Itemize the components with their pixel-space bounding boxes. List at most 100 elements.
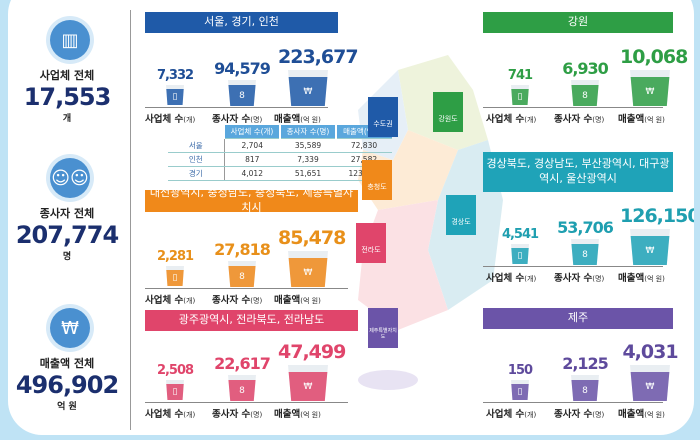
business-count-stat: 741 ▯ bbox=[490, 68, 550, 105]
metric-label: 매출액 bbox=[618, 273, 645, 284]
stat-value: 10,068 bbox=[620, 46, 688, 68]
revenue-stat: 47,499 ₩ bbox=[278, 341, 346, 401]
metric-label: 매출액 bbox=[618, 114, 645, 125]
region-header: 대전광역시, 충청남도, 충청북도, 세종특별자치시 bbox=[145, 186, 358, 214]
metric-label: 매출액 bbox=[274, 295, 301, 306]
map-drop-2: 전라도 bbox=[356, 223, 386, 263]
metric-label: 매출액 bbox=[274, 114, 301, 125]
map-region-label: 전라도 bbox=[361, 246, 381, 255]
cup-graphic: ₩ bbox=[630, 229, 670, 265]
capital-region-table: 사업체 수(개) 종사자 수(명) 매출액(억 원) 서울 2,704 35,589 72… bbox=[168, 125, 392, 181]
building-icon: ▯ bbox=[511, 248, 529, 264]
stat-value: 22,617 bbox=[214, 354, 271, 373]
map-region-label: 수도권 bbox=[373, 120, 393, 129]
stat-value: 53,706 bbox=[557, 218, 614, 237]
money-bag-icon: ₩ bbox=[288, 77, 328, 106]
table-header: 종사자 수(명) bbox=[279, 125, 336, 139]
revenue-label: 매출액(억 원) bbox=[618, 111, 665, 125]
metric-unit: (명) bbox=[592, 116, 605, 124]
total-value: 207,774 bbox=[15, 221, 119, 249]
business-count-label: 사업체 수(개) bbox=[145, 111, 195, 125]
stat-value: 27,818 bbox=[214, 240, 271, 259]
revenue-stat: 126,150 ₩ bbox=[620, 205, 694, 265]
employee-count-stat: 94,579 8 bbox=[212, 59, 272, 106]
map-drop-1: 충청도 bbox=[362, 160, 392, 200]
employee-count-label: 종사자 수(명) bbox=[212, 292, 262, 306]
revenue-stat: 10,068 ₩ bbox=[620, 46, 688, 106]
cup-graphic: ▯ bbox=[511, 85, 529, 105]
stat-value: 150 bbox=[507, 363, 533, 378]
cup-graphic: ₩ bbox=[288, 70, 328, 106]
total-label: 종사자 전체 bbox=[39, 207, 95, 220]
metric-label: 종사자 수 bbox=[554, 114, 593, 125]
business-count-stat: 4,541 ▯ bbox=[490, 227, 550, 264]
metric-label: 사업체 수 bbox=[486, 114, 525, 125]
employee-count-stat: 22,617 8 bbox=[212, 354, 272, 401]
person-icon: 8 bbox=[571, 85, 599, 106]
metric-unit: (억 원) bbox=[300, 116, 321, 124]
stat-value: 126,150 bbox=[620, 205, 694, 227]
stat-value: 6,930 bbox=[562, 59, 609, 78]
metric-unit: (개) bbox=[183, 116, 196, 124]
money-bag-icon: ₩ bbox=[288, 372, 328, 401]
business-count-label: 사업체 수(개) bbox=[145, 292, 195, 306]
total-unit: 명 bbox=[62, 252, 72, 262]
business-count-label: 사업체 수(개) bbox=[486, 406, 536, 420]
stat-value: 94,579 bbox=[214, 59, 271, 78]
table-row: 서울 2,704 35,589 72,830 bbox=[168, 138, 392, 153]
region-header: 제주 bbox=[483, 308, 673, 329]
metric-label: 사업체 수 bbox=[145, 295, 184, 306]
metric-label: 사업체 수 bbox=[145, 409, 184, 420]
employee-count-label: 종사자 수(명) bbox=[212, 111, 262, 125]
business-count-stat: 2,281 ▯ bbox=[145, 249, 205, 286]
person-icon: 8 bbox=[228, 85, 256, 106]
metric-label: 매출액 bbox=[274, 409, 301, 420]
metric-unit: (개) bbox=[183, 411, 196, 419]
metric-unit: (개) bbox=[524, 411, 537, 419]
total-unit: 억 원 bbox=[57, 402, 77, 412]
revenue-label: 매출액(억 원) bbox=[274, 406, 321, 420]
employee-count-label: 종사자 수(명) bbox=[212, 406, 262, 420]
revenue-stat: 4,031 ₩ bbox=[620, 341, 680, 401]
business-count-label: 사업체 수(개) bbox=[145, 406, 195, 420]
metric-unit: (명) bbox=[250, 116, 263, 124]
revenue-label: 매출액(억 원) bbox=[274, 111, 321, 125]
business-count-label: 사업체 수(개) bbox=[486, 270, 536, 284]
money-bag-icon: ₩ bbox=[630, 236, 670, 265]
stat-value: 7,332 bbox=[156, 68, 194, 83]
money-icon: ₩ bbox=[50, 308, 90, 348]
stat-value: 2,125 bbox=[562, 354, 609, 373]
metric-unit: (개) bbox=[524, 275, 537, 283]
map-drop-5: 제주특별자치도 bbox=[368, 308, 398, 348]
stat-value: 47,499 bbox=[278, 341, 346, 363]
cup-graphic: ▯ bbox=[511, 380, 529, 400]
total-label: 사업체 전체 bbox=[39, 69, 95, 82]
employee-count-label: 종사자 수(명) bbox=[554, 111, 604, 125]
cup-graphic: 8 bbox=[228, 261, 256, 287]
stat-value: 2,281 bbox=[156, 249, 194, 264]
building-icon: ▯ bbox=[511, 384, 529, 400]
business-count-stat: 150 ▯ bbox=[490, 363, 550, 400]
metric-label: 종사자 수 bbox=[554, 273, 593, 284]
metric-unit: (억 원) bbox=[644, 116, 665, 124]
stat-value: 223,677 bbox=[278, 46, 359, 68]
building-icon: ▯ bbox=[511, 89, 529, 105]
table-row: 인천 817 7,339 27,582 bbox=[168, 152, 392, 167]
metric-unit: (억 원) bbox=[644, 275, 665, 283]
employee-count-label: 종사자 수(명) bbox=[554, 406, 604, 420]
cup-graphic: 8 bbox=[571, 80, 599, 106]
employee-count-stat: 6,930 8 bbox=[555, 59, 615, 106]
map-drop-4: 경상도 bbox=[446, 195, 476, 235]
metric-label: 매출액 bbox=[618, 409, 645, 420]
table-header: 사업체 수(개) bbox=[223, 125, 280, 139]
total-0: 사업체 전체 17,553 개 bbox=[8, 67, 126, 124]
stat-value: 4,541 bbox=[501, 227, 539, 242]
map-region-label: 강원도 bbox=[438, 115, 458, 124]
metric-unit: (억 원) bbox=[300, 297, 321, 305]
cup-graphic: ▯ bbox=[511, 244, 529, 264]
employee-count-label: 종사자 수(명) bbox=[554, 270, 604, 284]
cup-graphic: ▯ bbox=[166, 380, 184, 400]
cup-graphic: ₩ bbox=[630, 70, 670, 106]
building-icon: ▥ bbox=[50, 20, 90, 60]
total-label: 매출액 전체 bbox=[39, 357, 95, 370]
